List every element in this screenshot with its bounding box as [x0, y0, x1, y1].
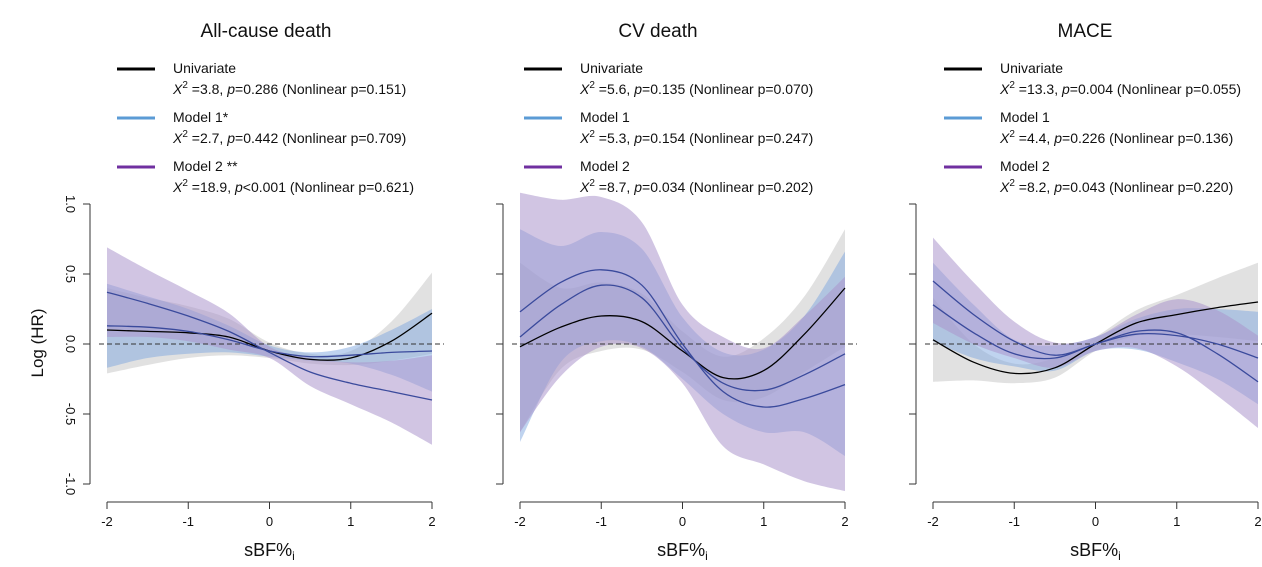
legend: Univariate X2 =13.3, p=0.004 (Nonlinear p…: [944, 60, 1241, 195]
x-tick-label: -2: [927, 514, 939, 529]
y-tick-label: 1.0: [63, 195, 78, 213]
x-axis-title: sBF%i: [244, 540, 295, 563]
ci-bands: [933, 237, 1258, 428]
x-tick-label: 0: [266, 514, 273, 529]
legend-item: Model 2 X2 =8.2, p=0.043 (Nonlinear p=0.2…: [944, 158, 1233, 195]
x-tick-label: 2: [428, 514, 435, 529]
legend-stats: X2 =5.6, p=0.135 (Nonlinear p=0.070): [579, 80, 813, 97]
x-tick-label: 1: [1173, 514, 1180, 529]
panels: All-cause death Univariate X2 =3.8, p=0.28…: [63, 21, 1262, 563]
x-axis: -2 -1 0 1 2 sBF%i: [927, 501, 1262, 563]
legend-stats: X2 =8.2, p=0.043 (Nonlinear p=0.220): [999, 178, 1233, 195]
y-axis: [909, 203, 917, 485]
x-tick-label: 0: [1092, 514, 1099, 529]
x-tick-label: -2: [101, 514, 113, 529]
legend-item: Model 1 X2 =4.4, p=0.226 (Nonlinear p=0.1…: [944, 109, 1233, 146]
x-tick-label: 2: [1254, 514, 1261, 529]
y-tick-label: -1.0: [63, 473, 78, 495]
ci-bands: [520, 192, 845, 492]
panel-2: CV death Univariate X2 =5.6, p=0.135 (Nonl…: [496, 21, 857, 563]
ci-band-model-2: [520, 192, 845, 492]
curve-model-2: [519, 269, 846, 408]
legend-stats: X2 =2.7, p=0.442 (Nonlinear p=0.709): [172, 129, 406, 146]
curve-model-1: [519, 284, 846, 392]
legend-label: Model 1: [1000, 109, 1050, 125]
legend-stats: X2 =4.4, p=0.226 (Nonlinear p=0.136): [999, 129, 1233, 146]
y-axis: -1.0 -0.5 0.0 0.5 1.0: [63, 195, 91, 495]
legend-stats: X2 =3.8, p=0.286 (Nonlinear p=0.151): [172, 80, 406, 97]
legend-label: Model 2: [580, 158, 630, 174]
y-axis-title: Log (HR): [28, 309, 47, 378]
x-tick-label: -2: [514, 514, 526, 529]
panel-3: MACE Univariate X2 =13.3, p=0.004 (Nonline…: [909, 21, 1262, 563]
legend-label: Model 2: [1000, 158, 1050, 174]
legend-item: Model 2 X2 =8.7, p=0.034 (Nonlinear p=0.2…: [524, 158, 813, 195]
x-tick-label: 0: [679, 514, 686, 529]
panel-1: All-cause death Univariate X2 =3.8, p=0.28…: [63, 21, 444, 563]
x-axis: -2 -1 0 1 2 sBF%i: [101, 501, 436, 563]
legend-label: Univariate: [173, 60, 236, 76]
legend-stats: X2 =5.3, p=0.154 (Nonlinear p=0.247): [579, 129, 813, 146]
y-axis-title-group: Log (HR): [28, 309, 47, 378]
x-tick-label: 1: [347, 514, 354, 529]
legend-label: Model 1: [580, 109, 630, 125]
ci-band-model-2: [107, 247, 432, 445]
curve-univariate: [519, 287, 846, 380]
curves: [932, 280, 1259, 383]
legend-stats: X2 =8.7, p=0.034 (Nonlinear p=0.202): [579, 178, 813, 195]
legend-label: Univariate: [1000, 60, 1063, 76]
curves: [519, 269, 846, 408]
panel-title: All-cause death: [201, 21, 332, 42]
x-tick-label: -1: [182, 514, 194, 529]
x-axis: -2 -1 0 1 2 sBF%i: [514, 501, 849, 563]
panel-title: CV death: [618, 21, 697, 42]
y-tick-label: 0.5: [63, 265, 78, 283]
legend-item: Univariate X2 =5.6, p=0.135 (Nonlinear p=…: [524, 60, 813, 97]
legend-item: Univariate X2 =13.3, p=0.004 (Nonlinear p…: [944, 60, 1241, 97]
panel-title: MACE: [1058, 21, 1113, 42]
ci-band-model-2: [933, 237, 1258, 428]
legend-label: Model 1*: [173, 109, 229, 125]
legend-stats: X2 =13.3, p=0.004 (Nonlinear p=0.055): [999, 80, 1241, 97]
y-tick-label: 0.0: [63, 335, 78, 353]
y-tick-label: -0.5: [63, 403, 78, 425]
legend-item: Model 2 ** X2 =18.9, p<0.001 (Nonlinear p…: [117, 158, 414, 195]
ci-bands: [107, 247, 432, 445]
x-tick-label: 2: [841, 514, 848, 529]
x-tick-label: -1: [1008, 514, 1020, 529]
x-axis-title: sBF%i: [1070, 540, 1121, 563]
legend-label: Univariate: [580, 60, 643, 76]
curve-model-1: [106, 325, 433, 358]
curve-model-2: [106, 291, 433, 401]
legend-item: Model 1* X2 =2.7, p=0.442 (Nonlinear p=0.…: [117, 109, 406, 146]
x-axis-title: sBF%i: [657, 540, 708, 563]
x-tick-label: 1: [760, 514, 767, 529]
curves: [106, 291, 433, 401]
legend-item: Univariate X2 =3.8, p=0.286 (Nonlinear p=…: [117, 60, 406, 97]
legend-stats: X2 =18.9, p<0.001 (Nonlinear p=0.621): [172, 178, 414, 195]
y-axis: [496, 203, 504, 485]
legend-label: Model 2 **: [173, 158, 238, 174]
legend: Univariate X2 =5.6, p=0.135 (Nonlinear p=…: [524, 60, 813, 195]
curve-model-2: [932, 280, 1259, 383]
legend: Univariate X2 =3.8, p=0.286 (Nonlinear p=…: [117, 60, 414, 195]
x-tick-label: -1: [595, 514, 607, 529]
legend-item: Model 1 X2 =5.3, p=0.154 (Nonlinear p=0.2…: [524, 109, 813, 146]
